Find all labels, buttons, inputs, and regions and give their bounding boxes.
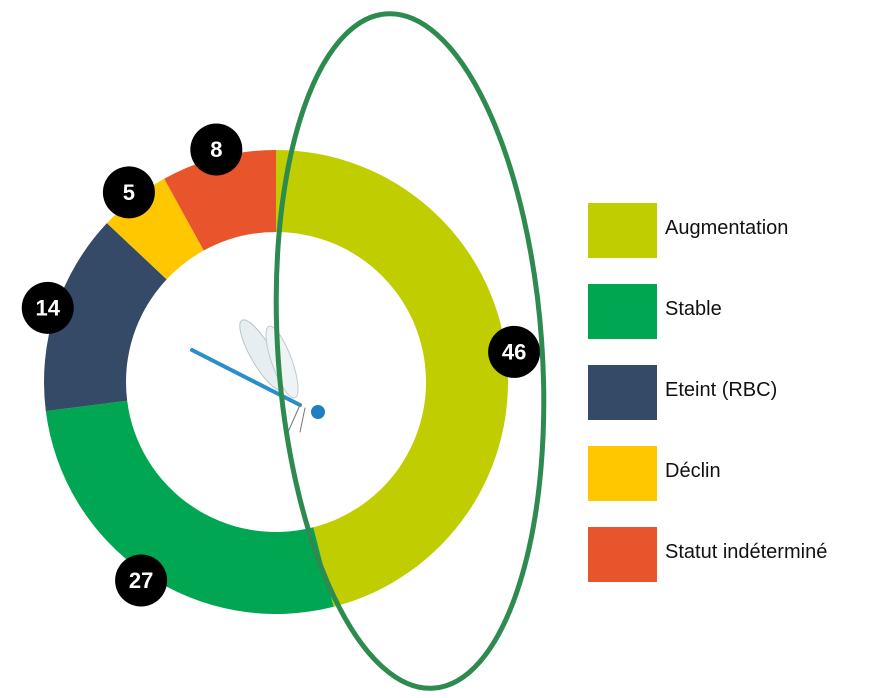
wing — [265, 325, 299, 399]
legend-label: Déclin — [665, 460, 721, 482]
donut-segment — [276, 150, 509, 607]
badge — [21, 281, 74, 334]
legend-swatch — [588, 527, 657, 582]
dragonfly-illustration — [190, 319, 325, 433]
badge — [102, 166, 155, 219]
badge — [115, 554, 168, 607]
donut-segment — [45, 400, 334, 615]
legend-label: Eteint (RBC) — [665, 379, 777, 401]
donut-segment — [164, 150, 276, 251]
data-label: 46 — [502, 339, 526, 364]
data-label: 14 — [36, 295, 61, 320]
data-label: 27 — [129, 568, 153, 593]
badge — [488, 325, 541, 378]
legend-swatch — [588, 284, 657, 339]
data-labels: 46 27 14 5 8 — [21, 123, 541, 607]
leg — [299, 407, 306, 433]
legend-swatch — [588, 446, 657, 501]
legend-swatch — [588, 365, 657, 420]
data-label: 8 — [210, 137, 222, 162]
donut — [44, 150, 509, 615]
data-label: 5 — [123, 180, 135, 205]
head — [311, 405, 325, 419]
donut-segment — [44, 223, 167, 412]
badge — [190, 123, 243, 176]
leg — [287, 404, 301, 433]
legend-label: Statut indéterminé — [665, 541, 827, 563]
legend-swatch — [588, 203, 657, 258]
legend: Augmentation Stable Eteint (RBC) Déclin Stat… — [588, 203, 827, 582]
legend-label: Augmentation — [665, 217, 788, 239]
legend-label: Stable — [665, 298, 722, 320]
annotation-ellipse — [273, 11, 547, 691]
